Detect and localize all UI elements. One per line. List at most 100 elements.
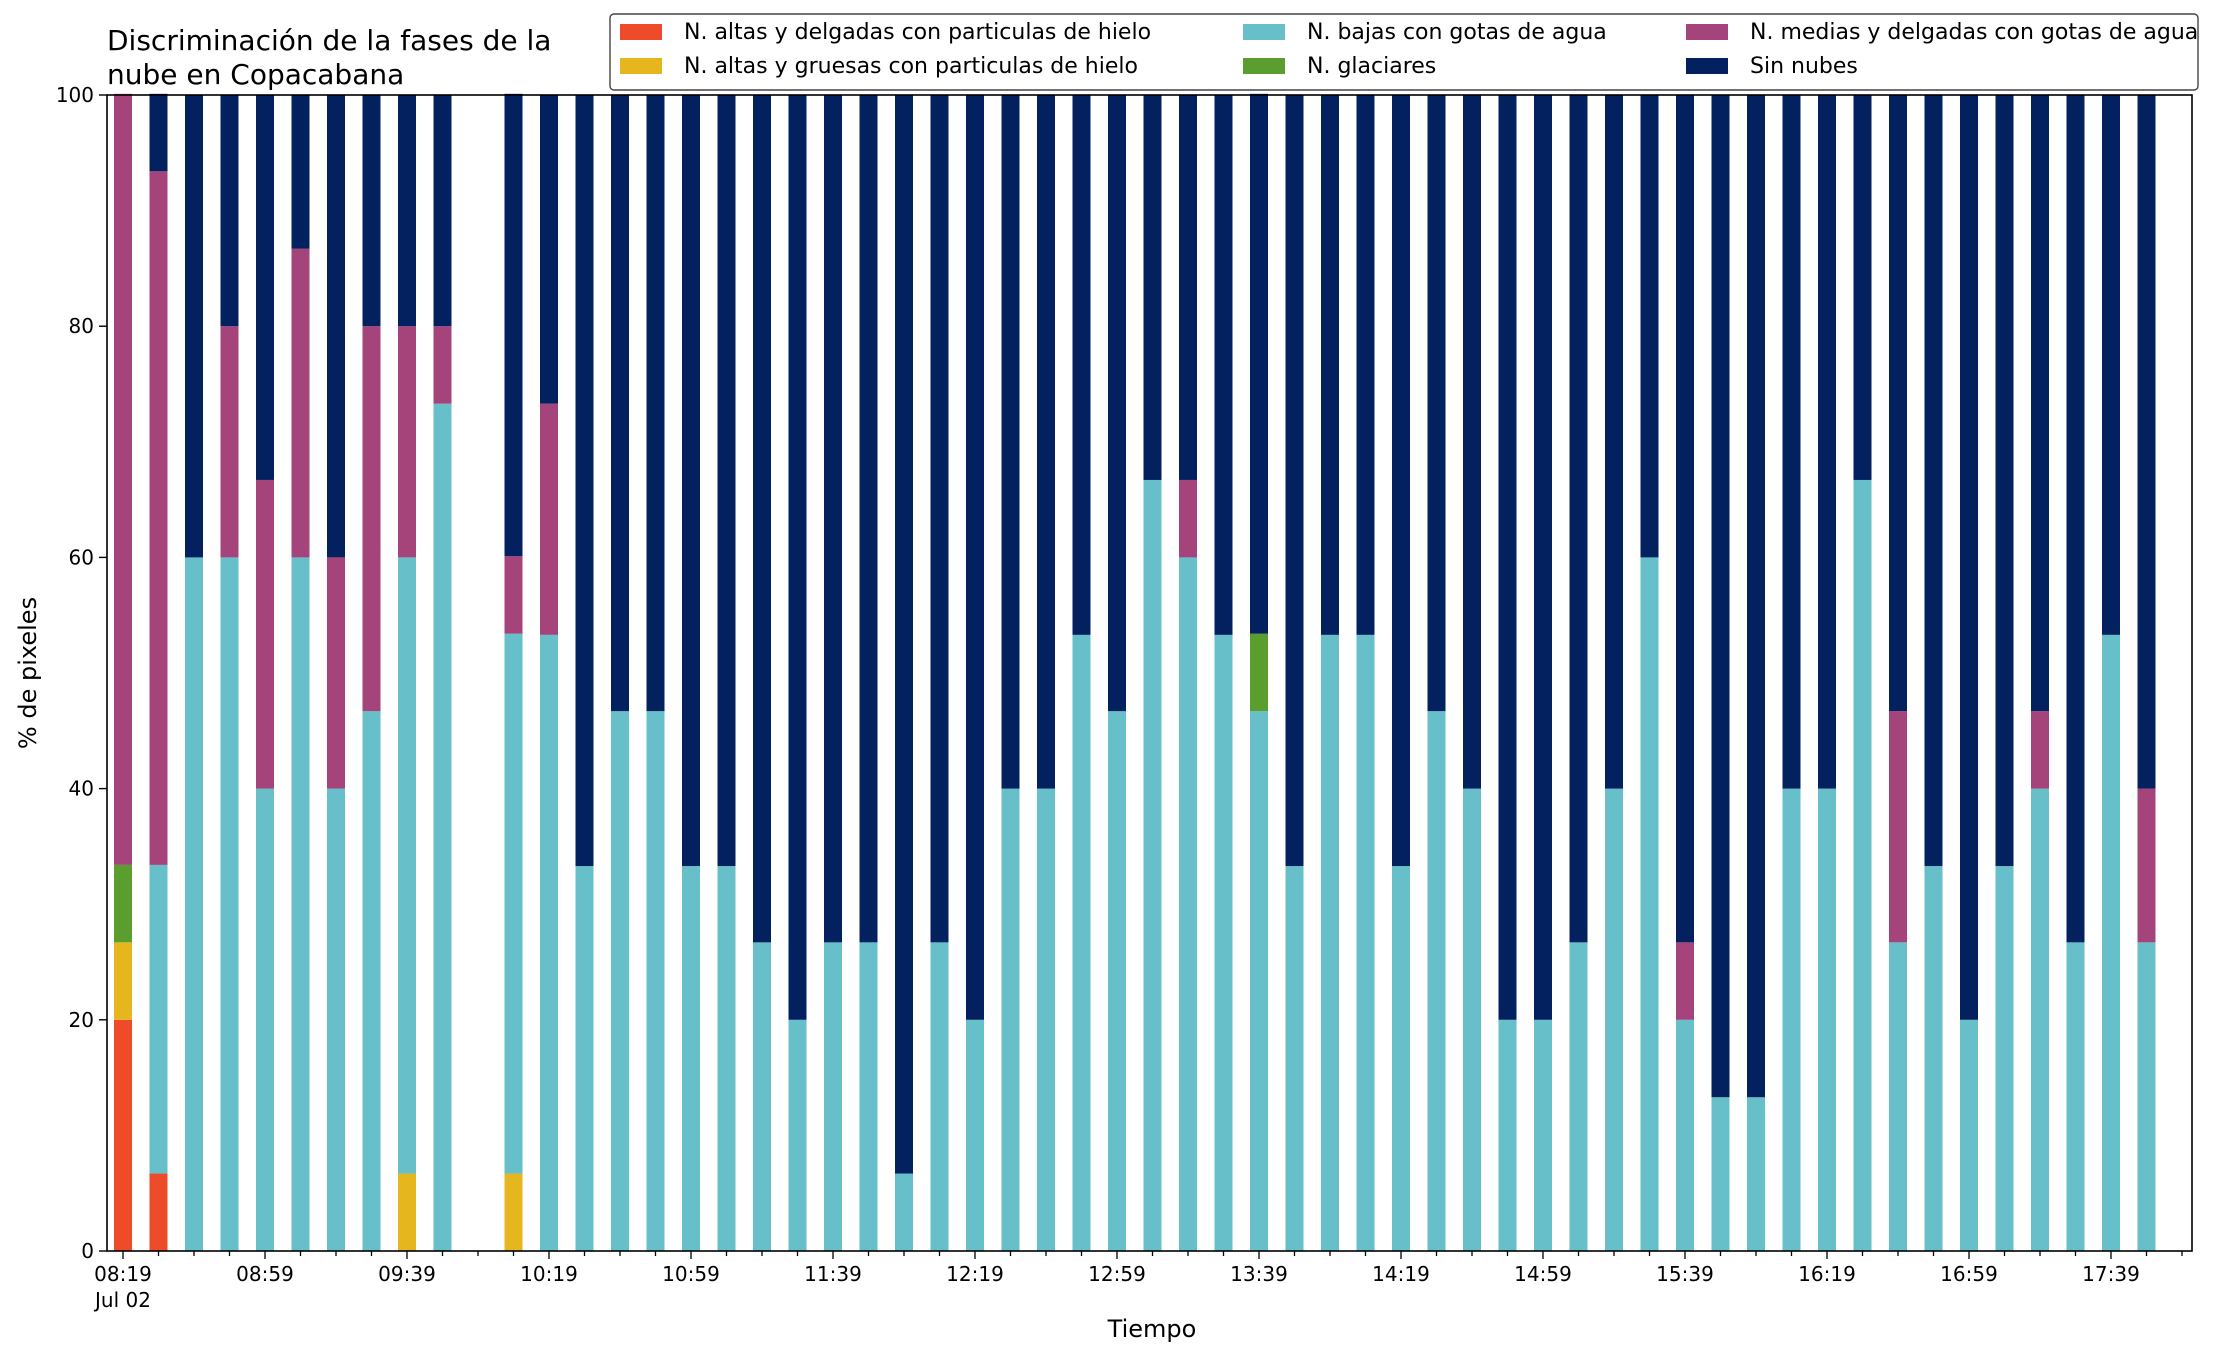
bar-segment-s2-i35: [1356, 634, 1375, 1251]
bar-segment-s2-i22: [895, 1173, 913, 1251]
bar-segment-s2-i1: [149, 864, 168, 1174]
bar-segment-s5-i27: [1072, 95, 1091, 635]
bar-segment-s5-i42: [1605, 95, 1623, 789]
x-axis-label: Tiempo: [1107, 1315, 1197, 1343]
bar-segment-s5-i43: [1640, 95, 1659, 558]
legend-swatch-0: [620, 24, 662, 40]
y-tick-label-0: 0: [81, 1239, 94, 1263]
x-tick-label-3: 10:19: [520, 1262, 578, 1286]
bar-segment-s2-i40: [1534, 1019, 1552, 1251]
legend-swatch-5: [1686, 58, 1728, 74]
bar-segment-s5-i57: [2137, 95, 2156, 789]
bar-segment-s5-i39: [1498, 95, 1517, 1020]
x-tick-label-9: 14:19: [1372, 1262, 1430, 1286]
bar-segment-s5-i28: [1108, 95, 1126, 712]
bar-segment-s2-i24: [966, 1019, 984, 1251]
x-tick-label-7: 12:59: [1088, 1262, 1146, 1286]
bar-segment-s4-i11: [504, 556, 523, 634]
bar-segment-s5-i40: [1534, 95, 1552, 1020]
bar-segment-s2-i4: [256, 788, 274, 1251]
bar-segment-s2-i31: [1214, 634, 1233, 1251]
y-axis: 0 20 40 60 80 100: [56, 83, 107, 1263]
bar-segment-s2-i44: [1676, 1019, 1694, 1251]
bar-segment-s1-i11: [504, 1173, 523, 1251]
bar-segment-s2-i21: [859, 942, 878, 1251]
x-tick-label-2: 09:39: [378, 1262, 436, 1286]
bar-segment-s5-i31: [1214, 95, 1233, 635]
bar-segment-s4-i8: [398, 326, 416, 558]
bar-segment-s5-i16: [682, 95, 700, 867]
bar-segment-s2-i47: [1782, 788, 1801, 1251]
bar-segment-s5-i25: [1001, 95, 1020, 789]
x-tick-label-5: 11:39: [804, 1262, 862, 1286]
bar-segment-s2-i7: [362, 711, 381, 1251]
bar-segment-s5-i52: [1960, 95, 1978, 1020]
legend: N. altas y delgadas con particulas de hi…: [609, 13, 2199, 91]
y-tick-label-3: 60: [69, 545, 94, 569]
bar-segment-s2-i2: [185, 557, 203, 1251]
bar-segment-s2-i33: [1285, 866, 1304, 1251]
bar-segment-s5-i26: [1037, 95, 1055, 789]
bar-segment-s2-i15: [646, 711, 665, 1251]
bar-segment-s2-i45: [1711, 1097, 1730, 1251]
bar-segment-s5-i51: [1924, 95, 1943, 867]
bar-segment-s5-i1: [149, 93, 168, 172]
x-tick-label-1: 08:59: [236, 1262, 294, 1286]
bar-segment-s4-i4: [256, 479, 274, 789]
bar-segment-s4-i1: [149, 171, 168, 865]
x-tick-label-8: 13:39: [1230, 1262, 1288, 1286]
bar-segment-s5-i11: [504, 93, 523, 557]
bar-segment-s2-i3: [220, 557, 239, 1251]
x-tick-label-10: 14:59: [1514, 1262, 1572, 1286]
bar-segment-s2-i52: [1960, 1019, 1978, 1251]
bar-segment-s2-i46: [1747, 1097, 1765, 1251]
bar-segment-s5-i29: [1143, 95, 1162, 480]
bar-segment-s5-i24: [966, 95, 984, 1020]
legend-swatch-1: [620, 58, 662, 74]
bar-segment-s3-i0: [114, 864, 132, 943]
bar-segment-s2-i39: [1498, 1019, 1517, 1251]
bar-segment-s2-i32: [1250, 711, 1268, 1251]
bar-segment-s2-i43: [1640, 557, 1659, 1251]
x-tick-label-13: 16:59: [1940, 1262, 1998, 1286]
legend-label-4: N. medias y delgadas con gotas de agua: [1750, 20, 2198, 45]
bar-segment-s2-i37: [1427, 711, 1446, 1251]
bar-segment-s1-i8: [398, 1173, 416, 1251]
bar-segment-s2-i27: [1072, 634, 1091, 1251]
bar-segment-s5-i45: [1711, 95, 1730, 1098]
bar-segment-s2-i48: [1818, 788, 1836, 1251]
bar-segment-s5-i7: [362, 95, 381, 327]
bar-segment-s4-i5: [291, 248, 310, 558]
x-axis: 08:19 08:59 09:39 10:19 10:59 11:39 12:19 12:59…: [93, 1251, 2183, 1312]
bar-segment-s2-i19: [788, 1019, 807, 1251]
bar-segment-s2-i53: [1995, 866, 2014, 1251]
bar-segment-s5-i5: [291, 95, 310, 249]
chart-title-line-2: nube en Copacabana: [107, 58, 404, 91]
bar-segment-s4-i50: [1889, 711, 1907, 943]
bar-segment-s2-i13: [575, 866, 594, 1251]
bar-segment-s5-i33: [1285, 95, 1304, 867]
bar-segment-s2-i56: [2102, 634, 2120, 1251]
bar-segment-s2-i17: [717, 866, 736, 1251]
bar-segment-s5-i50: [1889, 95, 1907, 712]
legend-label-0: N. altas y delgadas con particulas de hi…: [684, 20, 1151, 45]
bar-segment-s2-i41: [1569, 942, 1588, 1251]
bar-segment-s5-i6: [327, 95, 345, 558]
bar-segment-s5-i3: [220, 95, 239, 327]
bar-segment-s4-i6: [327, 557, 345, 789]
bar-segment-s4-i54: [2031, 711, 2049, 789]
bar-segment-s5-i20: [824, 95, 842, 943]
bar-segment-s2-i12: [540, 634, 558, 1251]
legend-label-1: N. altas y gruesas con particulas de hie…: [684, 54, 1138, 79]
bar-segment-s2-i14: [611, 711, 629, 1251]
bar-segment-s2-i6: [327, 788, 345, 1251]
bar-segment-s4-i44: [1676, 942, 1694, 1020]
bar-segment-s5-i22: [895, 95, 913, 1174]
bar-segment-s4-i0: [114, 93, 132, 865]
bar-segment-s0-i0: [114, 1019, 132, 1251]
bar-segment-s5-i15: [646, 95, 665, 712]
bar-segment-s5-i46: [1747, 95, 1765, 1098]
bar-segment-s2-i57: [2137, 942, 2156, 1251]
bar-segment-s5-i32: [1250, 93, 1268, 634]
